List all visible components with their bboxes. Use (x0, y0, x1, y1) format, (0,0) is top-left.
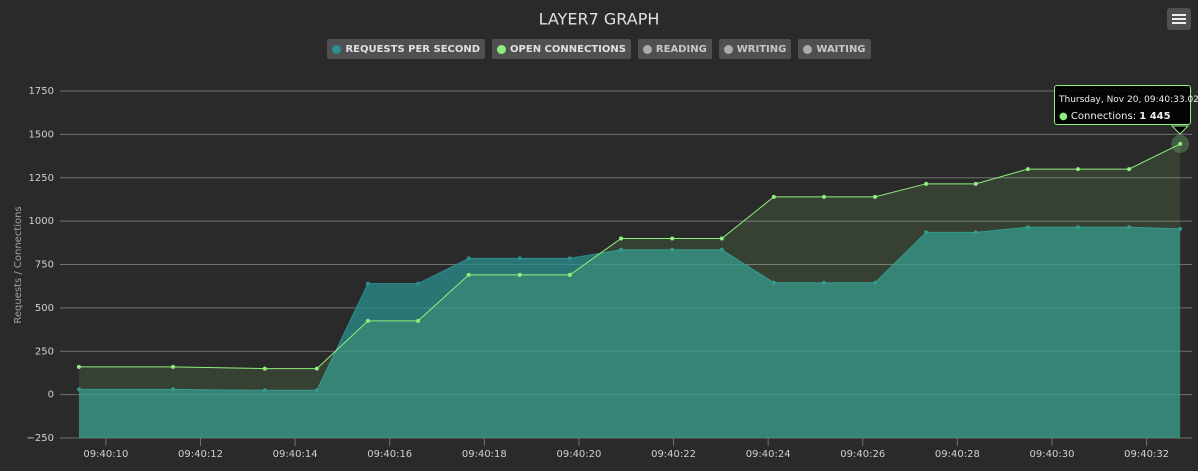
hover-halo (1171, 134, 1190, 153)
tooltip: Thursday, Nov 20, 09:40:33.022 ● Connect… (1054, 85, 1198, 125)
legend-marker (642, 44, 652, 54)
legend-item[interactable]: Reading (637, 39, 712, 59)
x-tick-label: 09:40:16 (367, 449, 412, 460)
data-point (567, 272, 572, 277)
y-tick-label: 1000 (29, 216, 54, 227)
x-tick-label: 09:40:18 (462, 449, 507, 460)
data-point (262, 388, 267, 393)
legend-label: Reading (655, 43, 707, 55)
data-point (771, 194, 776, 199)
y-tick-label: 1750 (29, 86, 54, 97)
data-point (873, 280, 878, 285)
y-axis-label: Requests / Connections (13, 206, 24, 323)
data-point (1178, 141, 1183, 146)
data-point (670, 247, 675, 252)
data-point (1075, 225, 1080, 230)
tooltip-arrow (1170, 125, 1190, 135)
data-point (1025, 167, 1030, 172)
legend-item[interactable]: Open connections (492, 39, 631, 59)
x-tick-label: 09:40:22 (651, 449, 696, 460)
data-point (365, 281, 370, 286)
data-point (314, 366, 319, 371)
legend-marker (332, 44, 342, 54)
x-tick-label: 09:40:26 (840, 449, 885, 460)
data-point (416, 281, 421, 286)
data-point (517, 272, 522, 277)
data-point (719, 236, 724, 241)
x-tick-label: 09:40:12 (178, 449, 223, 460)
legend-marker (723, 44, 733, 54)
data-point (1127, 167, 1132, 172)
y-tick-label: 1500 (29, 129, 54, 140)
data-point (567, 256, 572, 261)
y-tick-label: −250 (27, 433, 54, 444)
data-point (76, 364, 81, 369)
data-point (973, 181, 978, 186)
data-point (924, 230, 929, 235)
data-point (76, 387, 81, 392)
data-point (517, 256, 522, 261)
area-fill (78, 143, 1181, 439)
legend-label: Requests per second (345, 43, 481, 55)
x-tick-label: 09:40:30 (1030, 449, 1075, 460)
x-tick-label: 09:40:20 (556, 449, 601, 460)
y-tick-label: 1250 (29, 173, 54, 184)
data-point (1178, 226, 1183, 231)
legend-label: Waiting (816, 43, 866, 55)
data-point (973, 230, 978, 235)
x-tick-label: 09:40:28 (935, 449, 980, 460)
x-tick-label: 09:40:14 (273, 449, 318, 460)
data-point (821, 280, 826, 285)
x-tick-label: 09:40:10 (83, 449, 128, 460)
data-point (466, 272, 471, 277)
x-tick-label: 09:40:32 (1124, 449, 1169, 460)
menu-button[interactable] (1167, 8, 1191, 30)
y-tick-label: 250 (35, 346, 54, 357)
data-point (719, 247, 724, 252)
data-point (619, 247, 624, 252)
legend-label: Open connections (510, 43, 626, 55)
data-point (873, 194, 878, 199)
data-point (171, 387, 176, 392)
data-point (670, 236, 675, 241)
data-point (171, 364, 176, 369)
data-point (771, 280, 776, 285)
data-point (262, 366, 267, 371)
x-tick-label: 09:40:24 (746, 449, 791, 460)
legend-item[interactable]: Requests per second (327, 39, 486, 59)
tooltip-header: Thursday, Nov 20, 09:40:33.022 (1059, 95, 1198, 105)
legend-marker (803, 44, 813, 54)
y-tick-label: 0 (48, 390, 54, 401)
data-point (1127, 225, 1132, 230)
data-point (466, 256, 471, 261)
data-point (416, 318, 421, 323)
data-point (1075, 167, 1080, 172)
data-point (314, 388, 319, 393)
data-point (365, 318, 370, 323)
data-point (924, 181, 929, 186)
legend-marker (497, 44, 507, 54)
legend-item[interactable]: Writing (718, 39, 792, 59)
chart-title: LAYER7 GRAPH (539, 10, 660, 29)
legend: Requests per second Open connections Readi… (0, 39, 1198, 59)
data-point (1025, 225, 1030, 230)
data-point (821, 194, 826, 199)
legend-item[interactable]: Waiting (798, 39, 871, 59)
y-tick-label: 500 (35, 303, 54, 314)
data-point (619, 236, 624, 241)
legend-label: Writing (736, 43, 787, 55)
tooltip-label: Connections: (1070, 111, 1137, 122)
area-fill (78, 227, 1181, 438)
tooltip-value: 1 445 (1139, 111, 1171, 122)
y-tick-label: 750 (35, 260, 54, 271)
